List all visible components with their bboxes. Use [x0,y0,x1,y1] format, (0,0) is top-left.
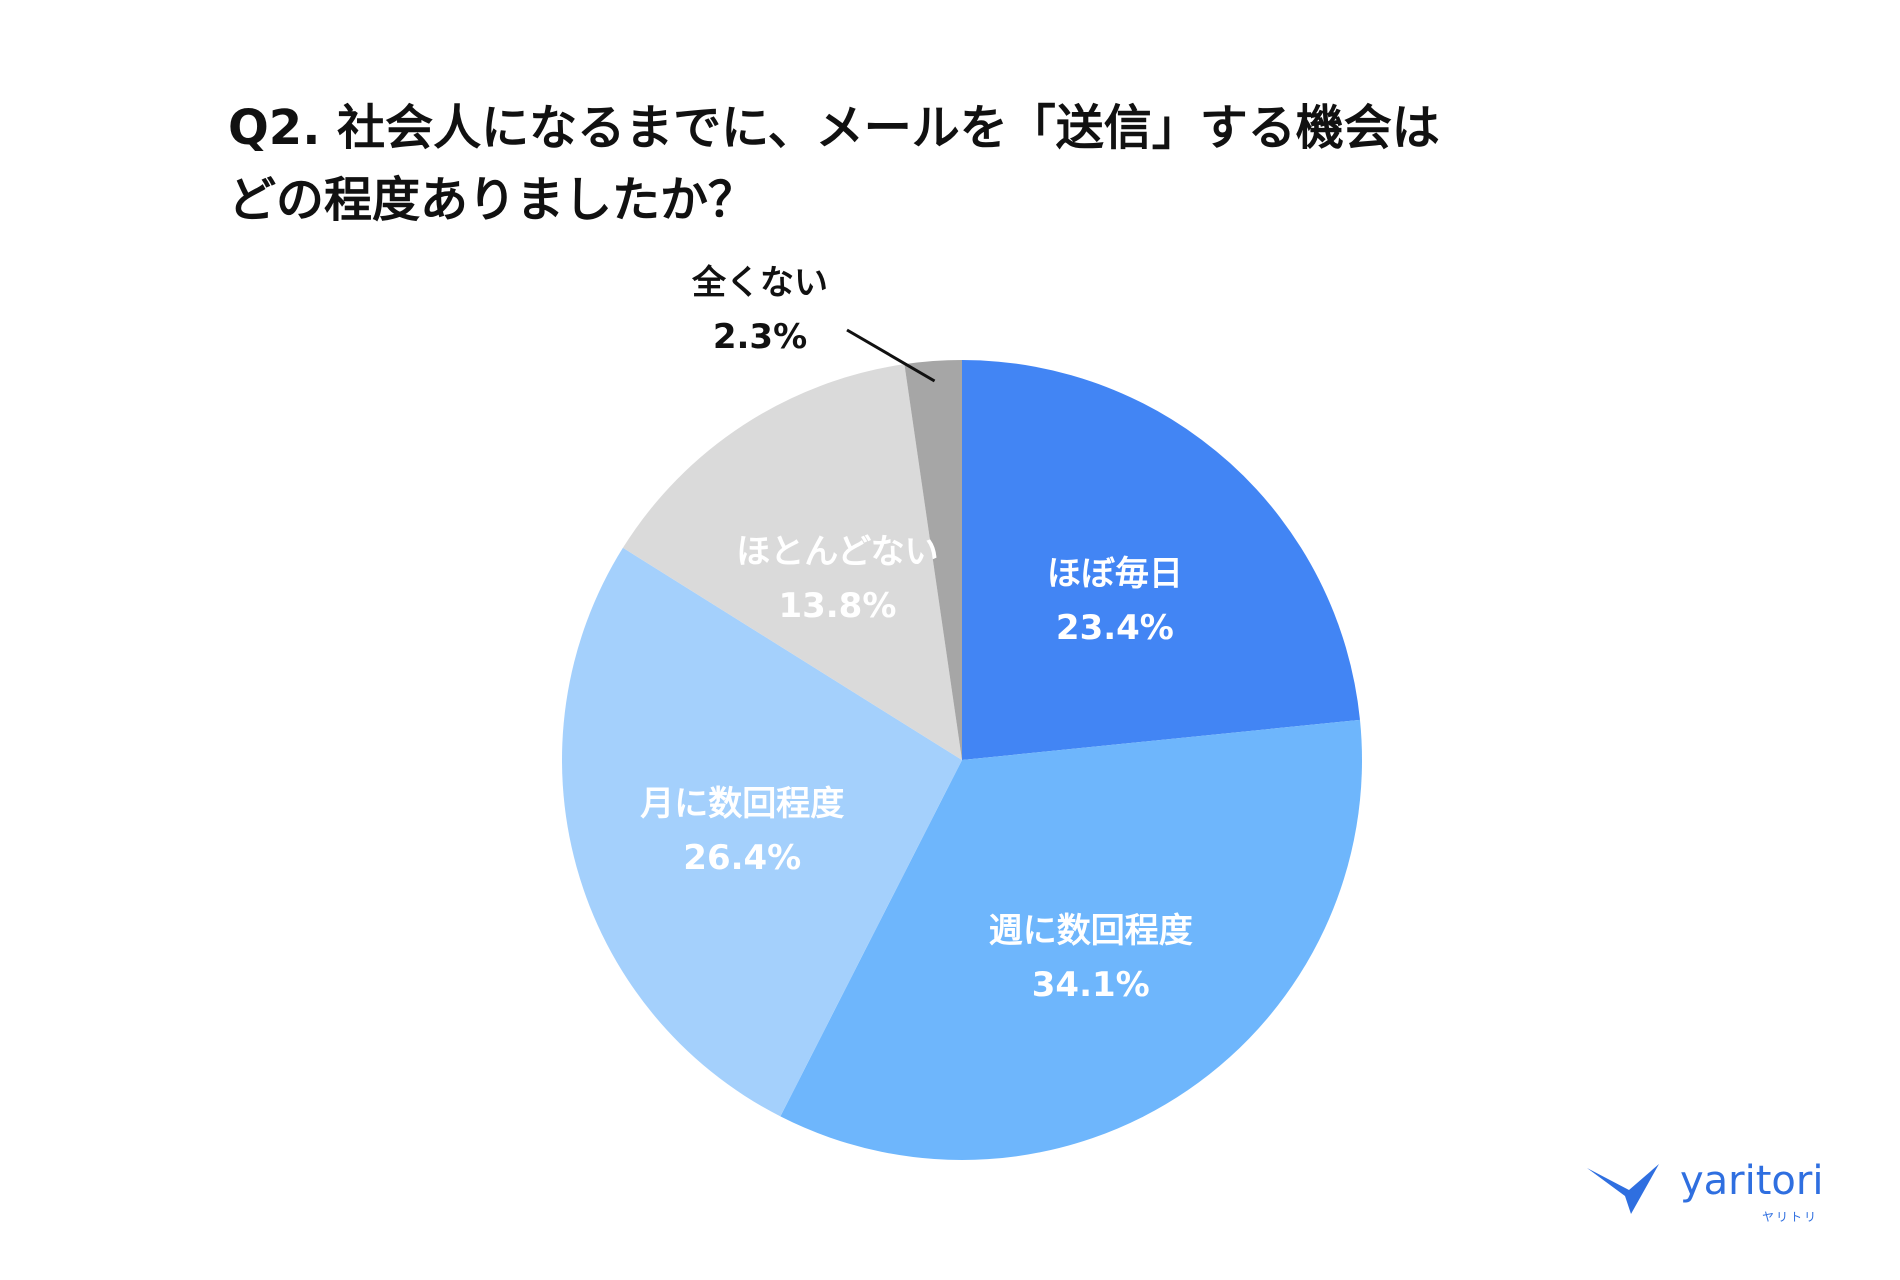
chart-title: Q2. 社会人になるまでに、メールを「送信」する機会は どの程度ありましたか？ [228,92,1728,236]
slice-label-3: 月に数回程度 [640,784,844,824]
leader-line-5 [846,328,936,383]
pie-slice-2 [780,719,1362,1160]
pie-slice-4 [622,364,962,760]
pie-slices [562,360,1362,1160]
logo-kana: ヤリトリ [1762,1210,1819,1224]
pie-labels: ほぼ毎日 23.4% 週に数回程度 34.1% 月に数回程度 26.4% ほとんどない 13.… [640,263,1192,1005]
pie-slice-3 [562,547,962,1117]
slice-value-2: 34.1% [1032,965,1150,1005]
slice-label-4: ほとんどない [736,532,938,572]
slice-value-4: 13.8% [778,586,896,626]
chart-title-line-2: どの程度ありましたか？ [228,172,757,228]
logo-wordmark: yaritori [1680,1158,1824,1204]
slice-label-1: ほぼ毎日 [1047,554,1183,594]
pie-slice-1 [962,360,1360,760]
slice-value-3: 26.4% [683,838,801,878]
pie-slice-5 [904,360,962,760]
slice-label-2: 週に数回程度 [989,911,1193,951]
slice-label-5: 全くない [691,263,828,303]
slice-value-1: 23.4% [1056,608,1174,648]
yaritori-logo-icon [1587,1164,1659,1214]
chart-title-line-1: Q2. 社会人になるまでに、メールを「送信」する機会は [228,100,1440,156]
slice-value-5: 2.3% [713,317,807,357]
